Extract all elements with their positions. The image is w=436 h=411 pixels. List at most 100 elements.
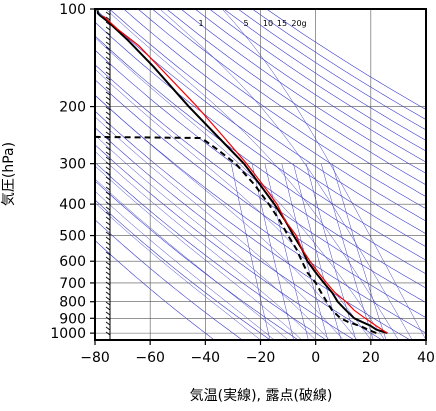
wind-barb (105, 206, 111, 211)
wind-barb (105, 246, 111, 251)
wind-barb (105, 21, 111, 26)
dry-adiabat-line (95, 180, 299, 340)
wind-barb (105, 291, 111, 296)
moist-adiabat-line (95, 116, 344, 340)
wind-barb (105, 26, 111, 31)
wind-barb (105, 266, 111, 271)
wind-barbs (105, 9, 111, 340)
wind-barb (105, 126, 111, 131)
wind-barb (105, 211, 111, 216)
y-tick-label: 600 (59, 254, 86, 270)
wind-barb (105, 261, 111, 266)
wind-barb (105, 176, 111, 181)
x-tick-label: −40 (191, 350, 221, 366)
y-tick-label: 200 (59, 100, 86, 116)
y-axis-title: 気圧(hPa) (1, 142, 17, 206)
gridlines (95, 9, 426, 340)
wind-barb (105, 236, 111, 241)
wind-barb (105, 216, 111, 221)
mixing-ratio-label: 10 (263, 19, 273, 28)
wind-barb (105, 121, 111, 126)
wind-barb (105, 16, 111, 21)
x-tick-label: −60 (135, 350, 165, 366)
wind-barb (105, 286, 111, 291)
dry-adiabat-line (123, 9, 426, 222)
mixing-ratio-labels: 1 5 10 15 20g (198, 19, 306, 28)
x-tick-label: 0 (311, 350, 320, 366)
wind-barb (105, 56, 111, 61)
reference-lines (95, 9, 426, 340)
reference-line (102, 15, 388, 334)
dry-adiabat-line (95, 144, 355, 340)
mixing-ratio-line (293, 163, 342, 340)
wind-barb (105, 11, 111, 16)
wind-barb (105, 31, 111, 36)
mixing-ratio-line (251, 163, 294, 340)
mixing-ratio-label: 15 (277, 19, 287, 28)
dry-adiabat-line (95, 21, 426, 261)
x-axis: −80 −60 −40 −20 0 20 40 (80, 340, 435, 366)
wind-barb (105, 36, 111, 41)
dry-adiabat-line (95, 64, 426, 304)
wind-barb (105, 61, 111, 66)
wind-barb (105, 51, 111, 56)
dry-adiabat-line (95, 110, 411, 340)
moist-adiabat-line (95, 202, 261, 340)
dry-adiabat-line (95, 127, 383, 340)
dry-adiabat-line (95, 199, 271, 340)
mixing-ratio-line (230, 163, 271, 340)
wind-barb (105, 41, 111, 46)
wind-barb (105, 181, 111, 186)
moist-adiabat-line (105, 9, 399, 340)
mixing-ratio-label: 5 (243, 19, 248, 28)
wind-barb (105, 186, 111, 191)
wind-barb (105, 131, 111, 136)
wind-barb (105, 91, 111, 96)
wind-barb (105, 231, 111, 236)
wind-barb (105, 276, 111, 281)
wind-barb (105, 141, 111, 146)
wind-barb (105, 166, 111, 171)
moist-adiabat-line (95, 165, 303, 340)
wind-barb (105, 301, 111, 306)
y-tick-label: 400 (59, 197, 86, 213)
wind-barb (105, 296, 111, 301)
y-tick-label: 300 (59, 157, 86, 173)
mixing-ratio-label: 1 (198, 19, 203, 28)
moist-adiabat-line (95, 190, 275, 340)
temperature-line (96, 10, 388, 335)
moist-adiabat-line (95, 134, 330, 340)
wind-barb (105, 331, 111, 336)
x-tick-label: −20 (246, 350, 276, 366)
y-tick-label: 700 (59, 276, 86, 292)
wind-barb (105, 281, 111, 286)
mixing-ratio-line (305, 163, 357, 340)
dry-adiabat-line (95, 79, 426, 318)
x-tick-label: −80 (80, 350, 110, 366)
x-tick-label: 40 (417, 350, 435, 366)
wind-barb (105, 196, 111, 201)
dry-adiabat-line (95, 9, 426, 248)
moist-adiabat-line (95, 37, 385, 340)
wind-barb (105, 96, 111, 101)
dry-adiabat-line (95, 49, 426, 289)
moist-adiabat-line (159, 9, 413, 340)
wind-barb (105, 86, 111, 91)
wind-barb (105, 161, 111, 166)
mixing-ratio-line (320, 163, 374, 340)
dry-adiabat-line (95, 240, 215, 340)
wind-barb (105, 101, 111, 106)
mixing-ratio-line (264, 163, 309, 340)
wind-barb (105, 76, 111, 81)
y-tick-label: 100 (59, 2, 86, 18)
wind-barb (105, 221, 111, 226)
y-tick-label: 800 (59, 295, 86, 311)
wind-barb (105, 71, 111, 76)
series-layer (95, 9, 388, 335)
x-axis-title: 気温(実線), 露点(破線) (190, 388, 333, 404)
wind-barb (105, 146, 111, 151)
dry-adiabat-line (95, 162, 327, 340)
wind-barb (105, 116, 111, 121)
